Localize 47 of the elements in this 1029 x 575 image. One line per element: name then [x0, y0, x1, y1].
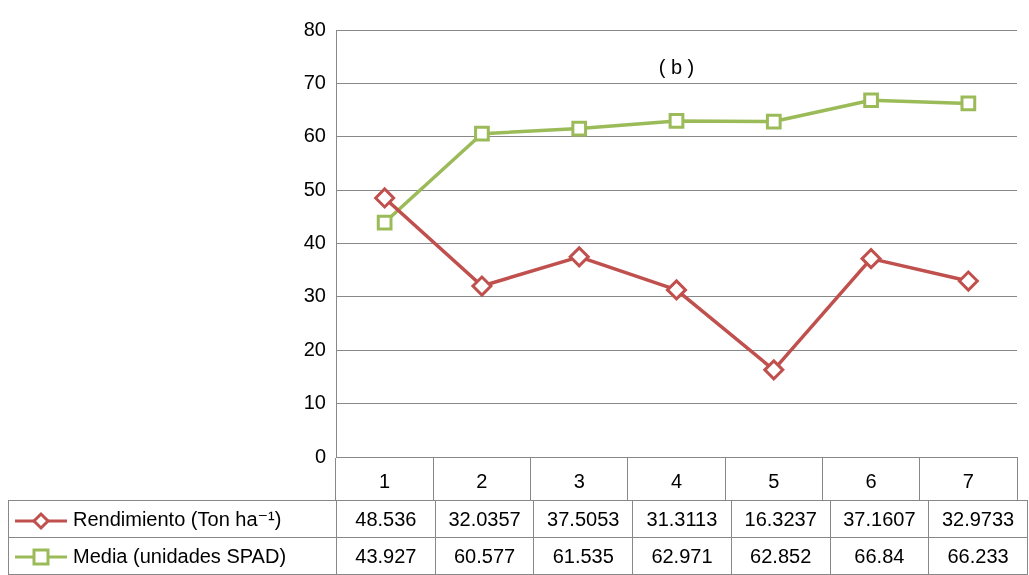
y-tick-label: 80	[303, 17, 326, 40]
data-label: 32.0357	[435, 500, 534, 538]
data-label: 16.3237	[731, 500, 831, 538]
y-tick-label: 0	[314, 444, 326, 467]
point	[763, 359, 785, 381]
legend-label: Media (unidades SPAD)	[73, 544, 287, 567]
point	[376, 214, 393, 231]
x-tick-label: 3	[573, 469, 585, 492]
y-tick-label: 30	[303, 284, 326, 307]
point	[474, 125, 490, 142]
data-label: 31.3113	[632, 500, 732, 538]
data-label: 66.84	[830, 537, 929, 575]
x-tick-label: 4	[670, 469, 683, 492]
y-tick-label: 50	[303, 177, 326, 200]
point	[960, 95, 977, 112]
x-tick-label: 5	[768, 469, 780, 492]
data-label: 48.536	[336, 500, 436, 538]
point	[765, 113, 782, 130]
legend-label: Rendimiento (Ton ha⁻¹)	[73, 508, 282, 530]
data-label: 32.9733	[928, 500, 1028, 538]
y-tick-label: 70	[303, 70, 326, 93]
text: ( b )	[658, 55, 695, 78]
x-tick-label: 7	[962, 469, 974, 492]
point	[668, 113, 685, 129]
data-label: 62.852	[731, 537, 831, 575]
x-tick-label: 2	[476, 469, 488, 492]
point	[863, 92, 879, 109]
y-tick-label: 20	[303, 337, 326, 360]
data-label: 43.927	[336, 537, 436, 575]
data-label: 37.1607	[830, 500, 929, 538]
point	[957, 270, 979, 292]
point	[471, 275, 493, 297]
y-tick-label: 60	[303, 124, 326, 147]
point	[666, 279, 687, 301]
x-tick-label: 6	[865, 469, 877, 492]
data-label: 61.535	[533, 537, 633, 575]
point	[374, 187, 396, 209]
data-label: 62.971	[632, 537, 732, 575]
point	[571, 120, 588, 137]
data-label: 60.577	[435, 537, 534, 575]
point	[568, 246, 590, 268]
data-label: 66.233	[928, 537, 1028, 575]
data-label: 37.5053	[533, 500, 633, 538]
point	[860, 248, 882, 270]
y-tick-label: 10	[303, 391, 326, 414]
y-tick-label: 40	[303, 231, 326, 254]
x-tick-label: 1	[379, 469, 391, 492]
